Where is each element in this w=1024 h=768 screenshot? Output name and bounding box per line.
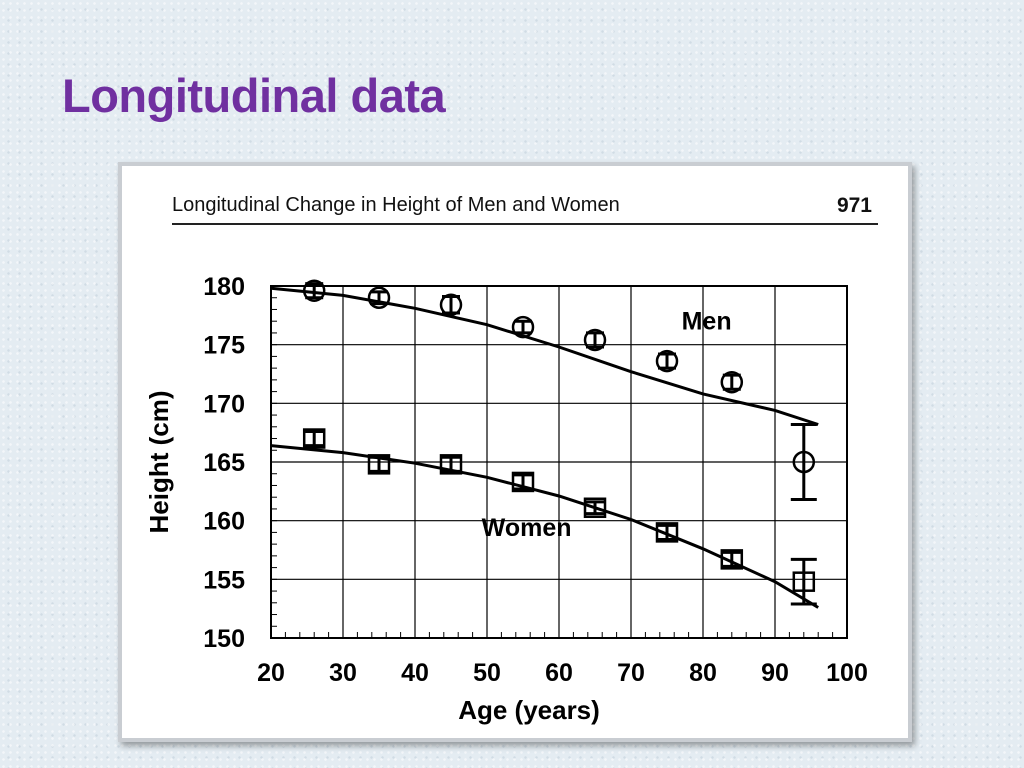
fit-curve-men (270, 286, 819, 426)
data-point-women (583, 497, 607, 519)
y-axis-label: Height (cm) (144, 391, 174, 534)
y-tick-label: 180 (203, 273, 245, 301)
x-axis-label: Age (years) (458, 695, 600, 725)
x-tick-label: 100 (826, 659, 868, 687)
data-point-women (792, 571, 816, 592)
y-tick-label: 160 (203, 508, 245, 536)
data-point-men (367, 286, 391, 309)
x-tick-label: 70 (617, 659, 645, 687)
slide-title: Longitudinal data (62, 69, 446, 122)
x-tick-label: 80 (689, 659, 717, 687)
y-tick-label: 155 (203, 566, 245, 594)
data-point-men (655, 349, 679, 373)
figure-page-number: 971 (836, 194, 872, 217)
data-point-men (792, 450, 816, 474)
series-label-men: Men (682, 307, 732, 335)
data-point-women (720, 549, 744, 570)
x-tick-label: 50 (473, 659, 501, 687)
x-tick-label: 20 (257, 659, 285, 687)
height-chart: 20 30 40 50 60 70 80 90 100 150 155 160 165 170 175 180… (144, 273, 868, 725)
fit-curve-women (270, 444, 819, 609)
data-point-men (511, 315, 535, 339)
data-point-men (583, 328, 607, 352)
data-point-women (655, 522, 679, 543)
y-tick-label: 165 (203, 449, 245, 477)
data-point-women (367, 454, 391, 475)
y-tick-label: 175 (203, 332, 245, 360)
figure-frame: Longitudinal Change in Height of Men and… (118, 162, 912, 742)
x-tick-label: 60 (545, 659, 573, 687)
figure-header: Longitudinal Change in Height of Men and… (172, 194, 878, 225)
series-label-women: Women (482, 514, 572, 542)
x-tick-label: 40 (401, 659, 429, 687)
y-tick-label: 150 (203, 625, 245, 653)
figure-header-text: Longitudinal Change in Height of Men and… (172, 194, 620, 216)
data-point-men (439, 293, 463, 317)
x-tick-label: 30 (329, 659, 357, 687)
data-point-women (511, 471, 535, 493)
data-point-men (720, 370, 744, 394)
y-tick-label: 170 (203, 390, 245, 418)
x-tick-label: 90 (761, 659, 789, 687)
data-point-women (302, 428, 326, 449)
data-point-men (302, 279, 326, 302)
data-point-women (439, 454, 463, 475)
